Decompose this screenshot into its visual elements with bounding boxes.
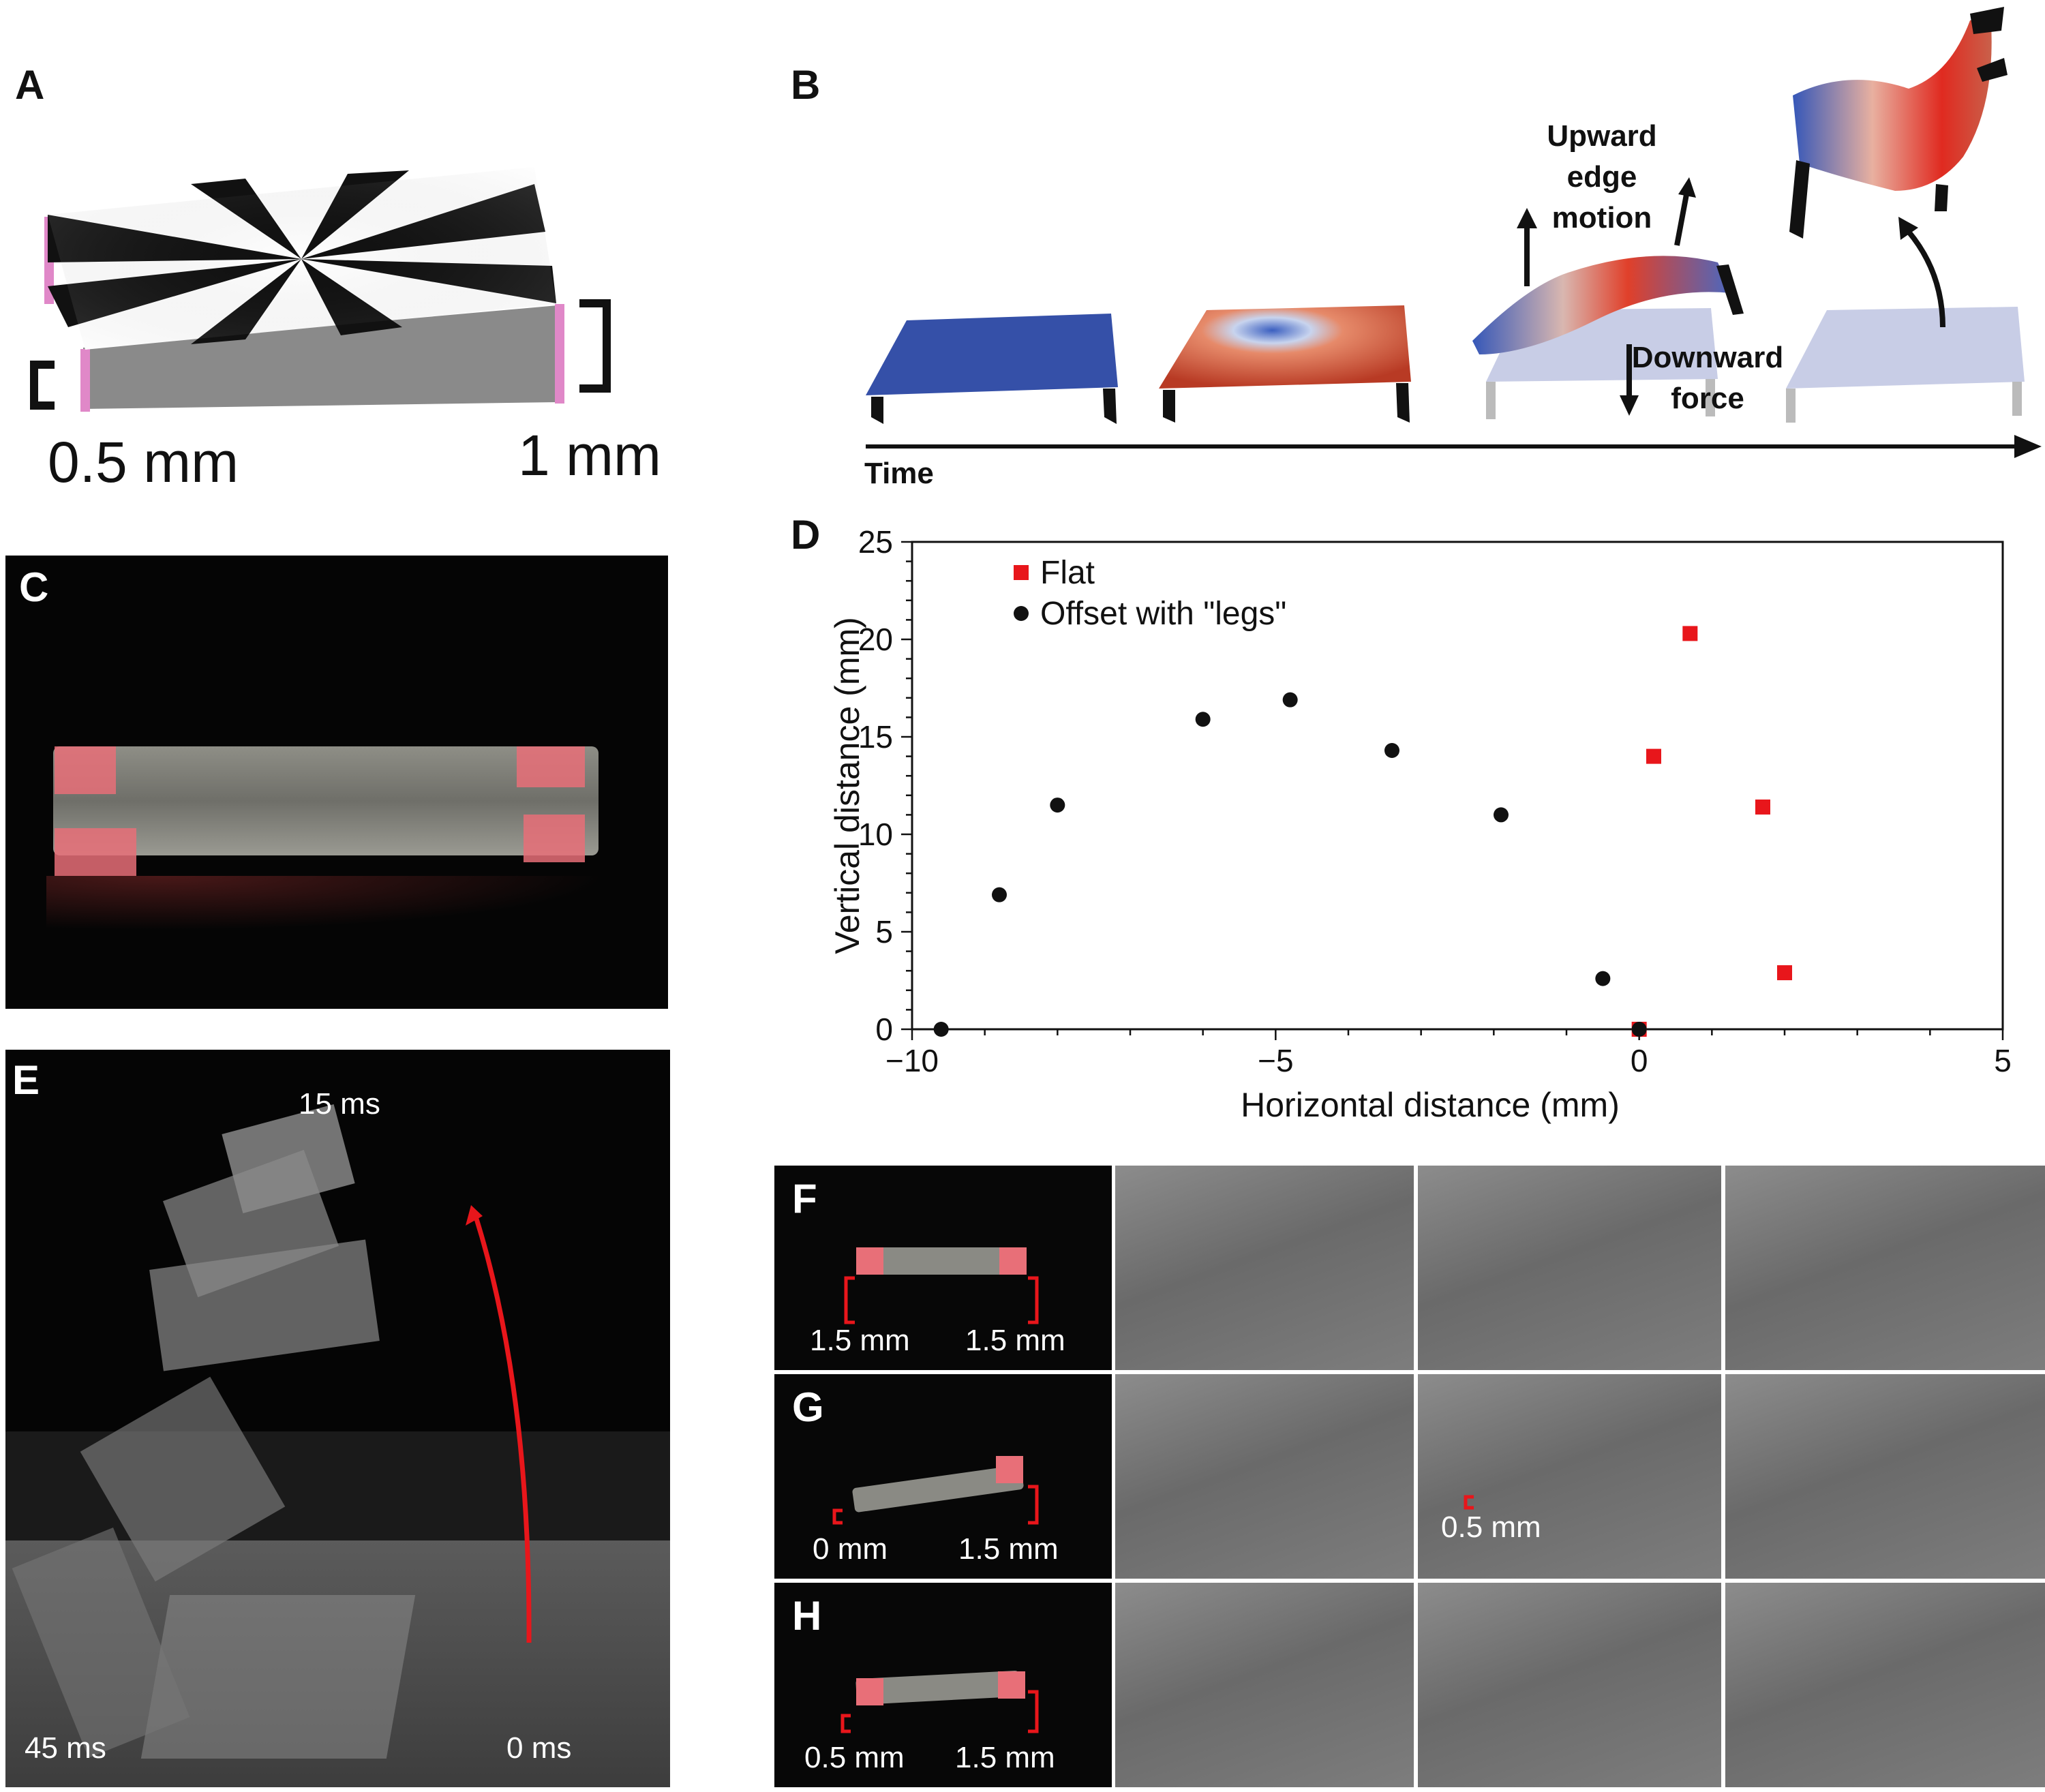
x-axis-label: Horizontal distance (mm) [1241,1086,1620,1124]
flat-data-point [1777,965,1792,981]
panel-h-frame-1 [1115,1583,1414,1787]
panel-f-left-height: 1.5 mm [810,1324,910,1357]
time-45ms-label: 45 ms [25,1731,106,1765]
x-tick-label: −10 [885,1043,939,1078]
plot-frame [911,541,2004,1031]
left-height-bracket [30,361,55,410]
leg-brackets [832,1485,1039,1525]
y-tick-label: 25 [858,524,893,560]
panel-e-photo: 15 ms 45 ms 0 ms E [5,1050,670,1787]
y-tick-label: 10 [858,817,893,852]
right-leg [555,304,564,404]
offset-data-point [933,1022,949,1037]
panel-g-frame-1 [1115,1374,1414,1579]
upward-edge-motion-label: Upward edge motion [1547,119,1657,234]
leg-brackets [844,1276,1039,1324]
bracket-icon [1464,1495,1474,1510]
offset-data-point [1631,1022,1647,1037]
trajectory-arrow [466,1205,532,1643]
panel-h-left-height: 0.5 mm [804,1741,905,1774]
panel-label-b: B [791,62,821,108]
reflection [46,876,605,930]
panel-d-scatter-chart: −10 −5 0 5 0 5 10 15 20 25 Horizontal distance (mm… [828,524,2012,1124]
marker [999,1247,1027,1275]
offset-data-point [1195,712,1211,727]
panel-f-frame-2 [1418,1166,1721,1370]
left-leg [80,349,90,412]
sim-frame-1 [866,314,1118,424]
plate-side-face [83,305,558,409]
flat-data-point [1755,799,1770,815]
offset-data-point [1494,807,1509,823]
y-tick-label: 0 [875,1012,893,1047]
panel-h-right-height: 1.5 mm [955,1741,1055,1774]
right-top-marker [517,746,585,787]
panel-h-frame-3 [1725,1583,2045,1787]
panel-g-right-height: 1.5 mm [958,1532,1059,1566]
panel-label-c: C [19,564,49,610]
legend-label: Flat [1040,555,1095,591]
actuator [856,1247,1020,1275]
panel-h-frame-2 [1418,1583,1721,1787]
panel-b-illustration [866,7,2042,458]
panel-a-illustration [30,167,611,412]
time-axis-arrowhead [2014,435,2042,458]
y-tick-label: 20 [858,622,893,657]
right-leg-marker [524,815,585,862]
panel-label-e: E [12,1057,40,1103]
x-tick-label: 5 [1994,1043,2012,1078]
motion-arrows [1517,177,1945,416]
panel-h-photo: 0.5 mm 1.5 mm H [774,1583,1112,1787]
y-tick-label: 15 [858,719,893,755]
offset-data-point [992,887,1007,902]
starburst-pattern [48,167,556,350]
left-top-marker [55,746,116,794]
panel-f-frame-3 [1725,1166,2045,1370]
marker [856,1247,883,1275]
panel-label-d: D [791,512,821,558]
panel-label-a: A [15,62,45,108]
flat-data-point [1682,626,1698,641]
right-height-bracket [579,299,611,393]
left-leg-marker [55,828,136,876]
panel-c-photo: C [5,556,668,1009]
sim-frame-2 [1159,305,1411,423]
offset-data-point [1050,798,1065,813]
marker [996,1456,1023,1483]
offset-data-point [1595,971,1611,986]
y-tick-label: 5 [875,914,893,950]
panel-label-f: F [792,1176,817,1221]
panel-label-h: H [792,1593,822,1639]
panel-f-photo: 1.5 mm 1.5 mm F [774,1166,1112,1370]
legend-offset-marker [1014,606,1029,621]
sim-frame-4 [1786,7,2025,423]
sim-frame-3 [1472,256,1744,419]
panel-g-frame-3 [1725,1374,2045,1579]
panel-label-g: G [792,1384,824,1430]
legend-flat-marker [1014,565,1029,580]
marker [856,1678,883,1705]
time-0ms-label: 0 ms [506,1731,572,1765]
marker [998,1671,1025,1699]
downward-force-label: Downward force [1631,341,1784,415]
offset-data-point [1384,743,1399,759]
panel-a-right-height: 1 mm [518,423,661,487]
panel-g-frame-2: 0.5 mm [1418,1374,1721,1579]
x-tick-label: 0 [1631,1043,1648,1078]
flat-data-point [1646,748,1661,764]
panel-g-photo: 0 mm 1.5 mm G [774,1374,1112,1579]
panel-f-frame-1 [1115,1166,1414,1370]
x-tick-label: −5 [1258,1043,1293,1078]
legend-label: Offset with "legs" [1040,596,1286,632]
time-label: Time [864,457,934,490]
offset-data-point [1282,692,1298,708]
y-axis-label: Vertical distance (mm) [828,617,866,954]
actuator-body [53,746,599,855]
time-15ms-label: 15 ms [299,1087,380,1121]
panel-f-right-height: 1.5 mm [965,1324,1065,1357]
panel-g-frame-label: 0.5 mm [1441,1510,1541,1544]
panel-a-left-height: 0.5 mm [48,430,239,494]
leg-brackets [840,1690,1039,1733]
panel-g-left-height: 0 mm [813,1532,888,1566]
